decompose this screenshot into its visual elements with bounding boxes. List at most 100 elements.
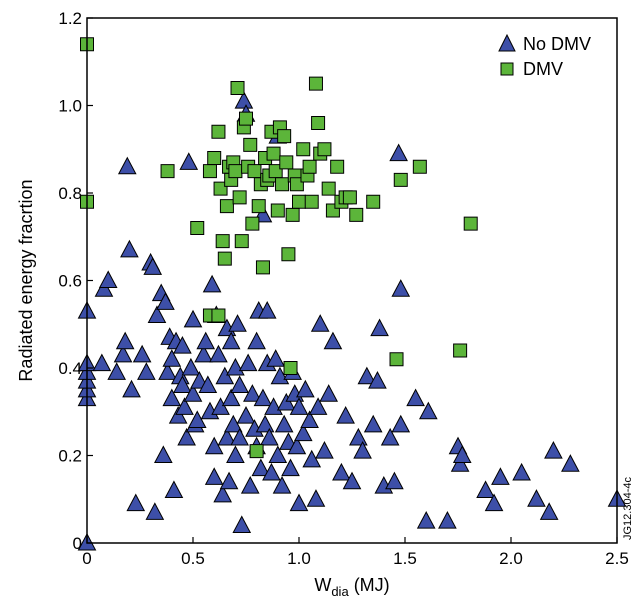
- point-no-dmv-122: [380, 427, 400, 446]
- point-no-dmv-22: [147, 305, 167, 323]
- point-no-dmv-8: [94, 279, 114, 297]
- point-no-dmv-49: [202, 274, 222, 293]
- point-no-dmv-18: [137, 362, 156, 380]
- point-dmv-9: [217, 251, 232, 266]
- point-no-dmv-46: [196, 331, 216, 350]
- point-dmv-41: [285, 207, 300, 222]
- point-no-dmv-126: [391, 414, 411, 433]
- point-dmv-44: [292, 194, 306, 209]
- point-no-dmv-140: [544, 441, 563, 459]
- point-no-dmv-25: [156, 292, 175, 310]
- point-no-dmv-7: [92, 353, 112, 372]
- point-no-dmv-137: [512, 462, 531, 481]
- point-dmv-6: [211, 124, 226, 139]
- x-tick-label-2: 1.0: [287, 549, 311, 568]
- x-axis-title: Wdia (MJ): [314, 575, 389, 599]
- point-no-dmv-129: [418, 401, 438, 420]
- figure-id-note: JG12.304-4c: [622, 477, 634, 540]
- point-no-dmv-28: [162, 349, 182, 367]
- point-no-dmv-106: [306, 489, 326, 507]
- point-dmv-22: [245, 216, 260, 231]
- point-no-dmv-20: [143, 257, 163, 275]
- point-dmv-24: [249, 444, 264, 459]
- point-no-dmv-108: [310, 314, 330, 332]
- point-dmv-15: [230, 81, 245, 95]
- point-no-dmv-107: [308, 397, 328, 415]
- point-no-dmv-30: [164, 480, 184, 498]
- point-no-dmv-85: [259, 427, 279, 446]
- point-no-dmv-128: [416, 511, 436, 529]
- point-no-dmv-69: [234, 91, 254, 109]
- point-no-dmv-117: [357, 366, 377, 385]
- point-no-dmv-14: [120, 239, 139, 258]
- point-no-dmv-114: [342, 471, 362, 490]
- point-no-dmv-67: [230, 375, 249, 393]
- point-no-dmv-135: [484, 493, 504, 512]
- point-no-dmv-32: [168, 406, 188, 424]
- point-dmv-8: [215, 234, 230, 249]
- point-dmv-58: [342, 190, 357, 205]
- point-no-dmv-110: [319, 384, 339, 402]
- point-dmv-67: [211, 308, 226, 323]
- point-no-dmv-62: [223, 414, 243, 433]
- point-dmv-10: [219, 199, 234, 214]
- point-dmv-43: [289, 177, 304, 192]
- y-tick-label-4: 0.8: [58, 184, 82, 203]
- point-dmv-16: [232, 190, 247, 205]
- point-dmv-2: [160, 164, 175, 179]
- point-no-dmv-88: [266, 349, 286, 367]
- point-no-dmv-72: [238, 353, 258, 372]
- point-no-dmv-139: [539, 502, 559, 520]
- point-no-dmv-102: [293, 423, 313, 442]
- point-no-dmv-124: [389, 143, 408, 162]
- point-dmv-47: [302, 159, 317, 174]
- point-no-dmv-104: [300, 410, 319, 428]
- point-no-dmv-93: [274, 414, 294, 433]
- plot-frame: [86, 17, 618, 544]
- point-no-dmv-120: [370, 318, 389, 337]
- x-axis-title-subscript: dia: [331, 584, 349, 599]
- point-no-dmv-57: [217, 427, 237, 446]
- point-no-dmv-111: [323, 331, 343, 350]
- point-no-dmv-101: [289, 493, 309, 512]
- y-tick-label-2: 0.4: [58, 359, 82, 378]
- point-no-dmv-86: [262, 462, 281, 481]
- point-no-dmv-99: [287, 436, 307, 455]
- point-dmv-62: [393, 172, 408, 187]
- point-no-dmv-105: [302, 449, 322, 468]
- x-axis-title-main: W: [314, 575, 331, 595]
- point-dmv-65: [463, 216, 478, 231]
- point-no-dmv-61: [221, 331, 241, 350]
- point-no-dmv-125: [391, 279, 411, 297]
- point-no-dmv-36: [175, 397, 194, 415]
- point-dmv-14: [228, 164, 243, 179]
- point-no-dmv-50: [204, 436, 224, 455]
- point-no-dmv-64: [226, 445, 245, 463]
- data-points: [77, 37, 627, 551]
- point-dmv-60: [366, 194, 381, 209]
- point-dmv-39: [281, 247, 296, 262]
- point-no-dmv-47: [198, 375, 218, 393]
- point-no-dmv-92: [272, 476, 292, 494]
- y-axis-title: Radiated energy fracrtion: [16, 179, 36, 381]
- point-no-dmv-100: [289, 397, 309, 415]
- point-dmv-3: [190, 221, 205, 235]
- point-no-dmv-16: [126, 493, 146, 512]
- legend-label-dmv: DMV: [523, 59, 563, 79]
- point-no-dmv-74: [243, 384, 262, 402]
- point-no-dmv-113: [336, 406, 355, 424]
- point-dmv-64: [453, 343, 468, 358]
- point-no-dmv-45: [194, 344, 213, 363]
- axis-ticks: 0 0.5 1.0 1.5 2.0 2.5 0 0.2 0.4 0.6 0.8 1.0 1.2: [58, 9, 628, 568]
- point-no-dmv-39: [181, 357, 201, 376]
- legend-marker-dmv: [500, 62, 514, 76]
- point-no-dmv-141: [561, 454, 580, 472]
- point-no-dmv-37: [177, 427, 196, 446]
- point-dmv-17: [234, 234, 249, 249]
- point-no-dmv-24: [153, 445, 173, 463]
- point-no-dmv-21: [145, 502, 165, 520]
- point-no-dmv-90: [268, 445, 288, 463]
- point-no-dmv-11: [113, 344, 133, 363]
- legend-label-no-dmv: No DMV: [523, 34, 591, 54]
- y-tick-label-3: 0.6: [58, 272, 82, 291]
